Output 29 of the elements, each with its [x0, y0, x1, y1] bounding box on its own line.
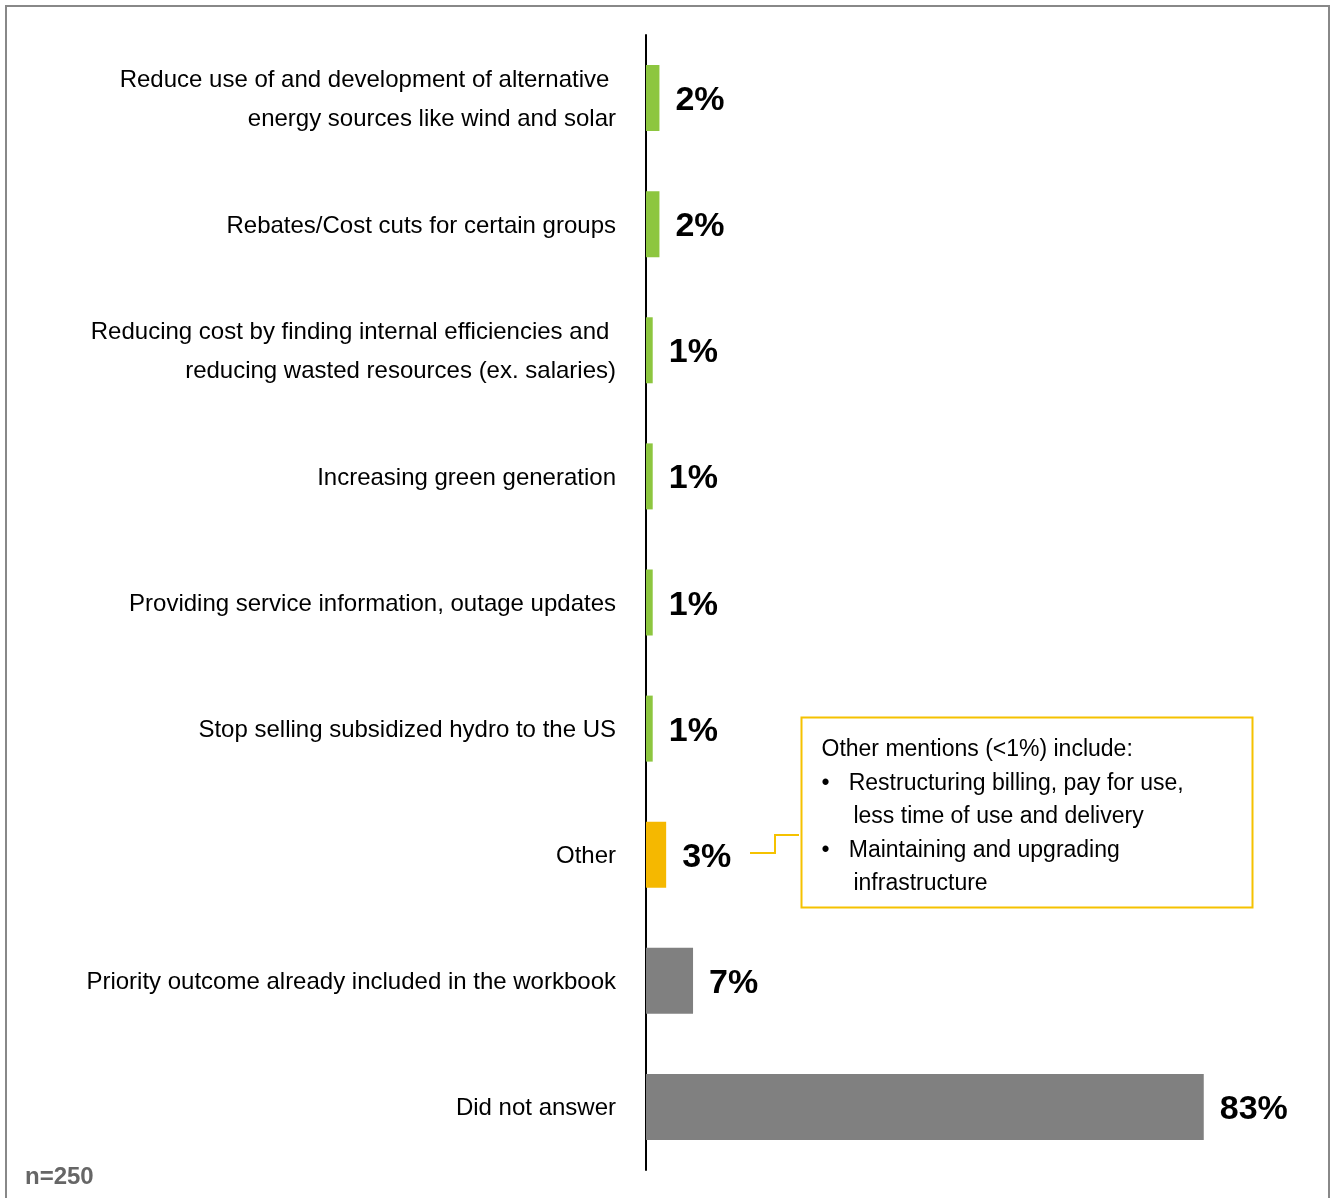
bar: [646, 191, 660, 258]
y-tick-label: Increasing green generation: [317, 462, 616, 490]
data-label: 83%: [1219, 1087, 1288, 1126]
bar: [646, 443, 653, 510]
bar: [646, 821, 667, 888]
bar: [646, 65, 660, 132]
data-label: 2%: [675, 79, 725, 118]
y-tick-label: Priority outcome already included in the workbook: [86, 967, 617, 995]
annotation: Other mentions (<1%) include: • Restructuring billing, pay for use, less time of use and delivery • Maintaining and upgrading infrastructure: [821, 735, 1184, 896]
data-label: 3%: [682, 835, 732, 874]
bar: [646, 947, 694, 1014]
data-label: 1%: [668, 583, 718, 622]
bar: [646, 1073, 1204, 1140]
y-tick-label: Stop selling subsidized hydro to the US: [198, 715, 616, 743]
bar: [646, 569, 653, 636]
data-label: 2%: [675, 205, 725, 244]
bar: [646, 317, 653, 384]
y-tick-label: Providing service information, outage updates: [129, 589, 616, 616]
y-tick-label: Did not answer: [455, 1093, 617, 1121]
y-tick-label: Reduce use of and development of alternative energy sources like wind and solar: [119, 65, 616, 132]
bar: [646, 695, 653, 762]
data-label: 1%: [668, 457, 718, 496]
y-tick-label: Reducing cost by finding internal efficiencies and reducing wasted resources (ex. salaries): [90, 317, 616, 384]
y-tick-label: Other: [555, 841, 616, 869]
data-label: 1%: [668, 331, 718, 370]
data-label: 7%: [709, 961, 759, 1000]
y-tick-label: Rebates/Cost cuts for certain groups: [226, 210, 616, 238]
text: n=250: [25, 1161, 94, 1189]
data-label: 1%: [668, 709, 718, 748]
